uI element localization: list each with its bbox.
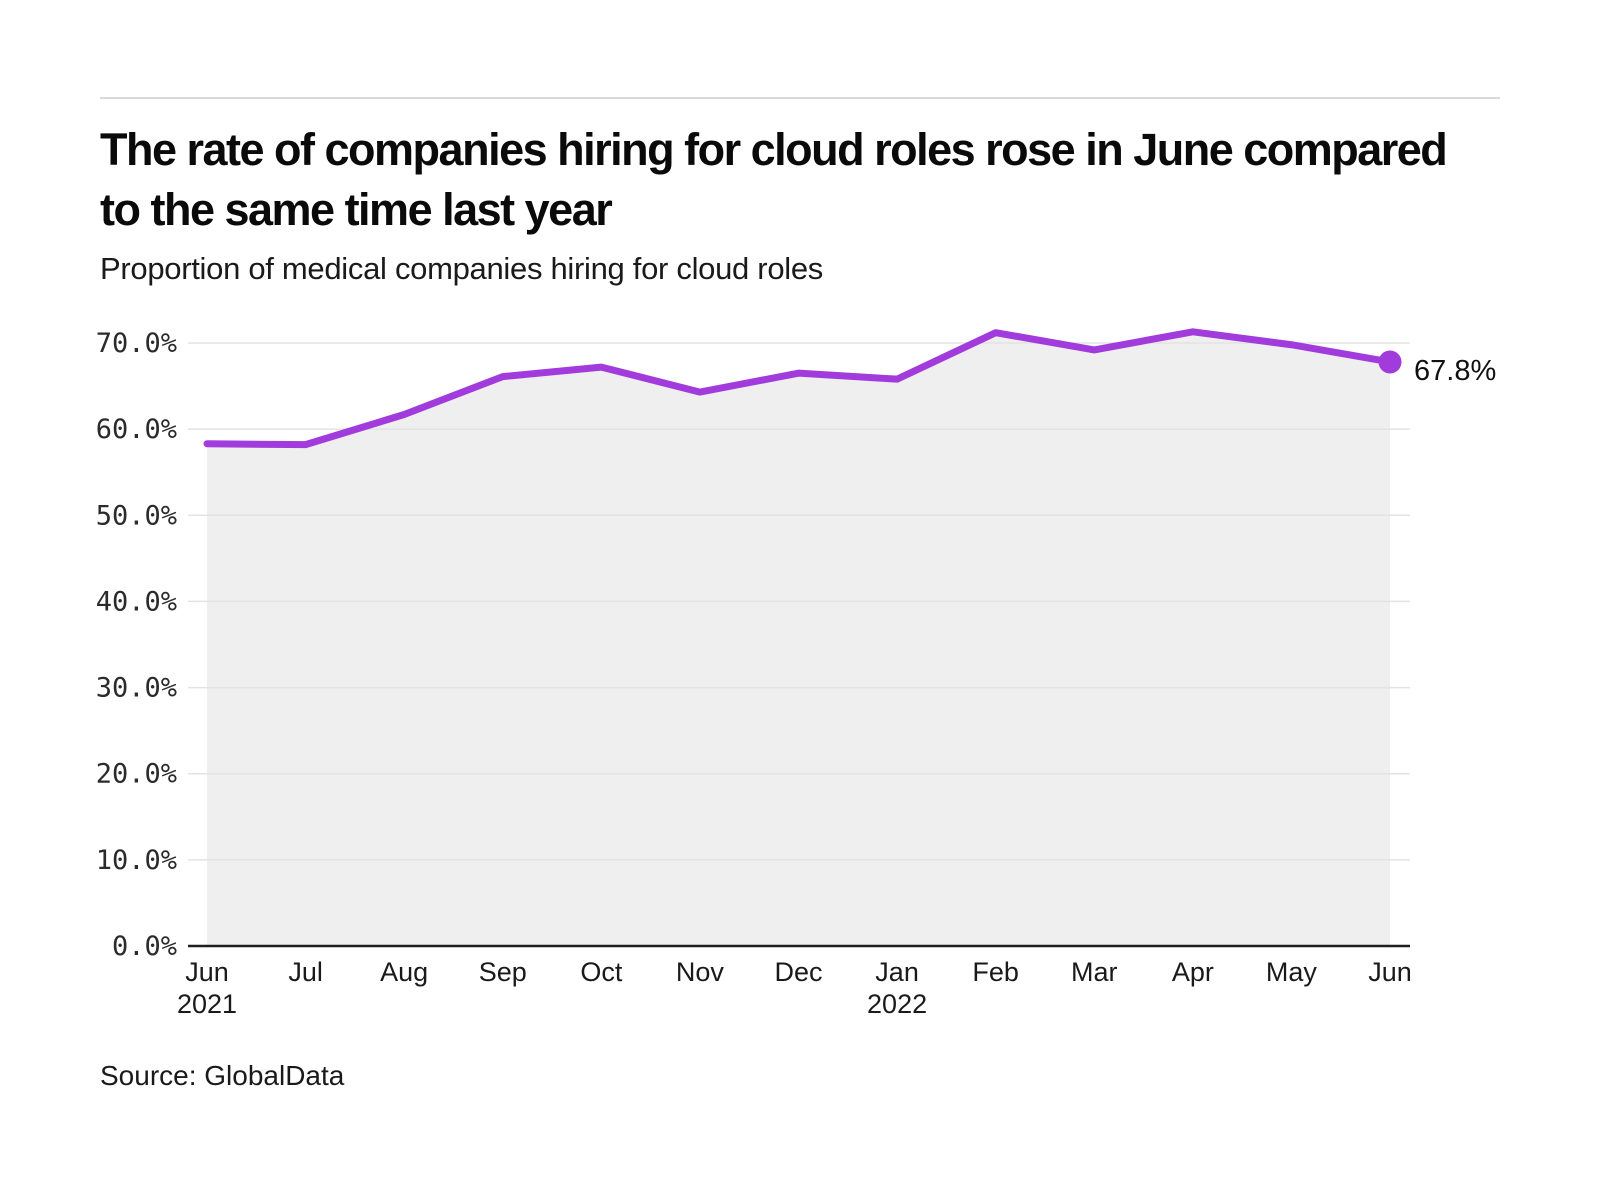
x-tick-label: Mar — [1071, 957, 1118, 987]
chart-title: The rate of companies hiring for cloud r… — [100, 124, 1448, 235]
x-tick-label: Jan — [875, 957, 919, 987]
x-tick-label: Jun — [1368, 957, 1412, 987]
source-label: Source: GlobalData — [100, 1060, 345, 1091]
x-year-label: 2022 — [867, 989, 927, 1019]
y-tick-label: 10.0% — [96, 845, 177, 876]
x-tick-label: May — [1266, 957, 1318, 987]
x-tick-label: Jul — [288, 957, 323, 987]
trend-line — [203, 328, 1394, 449]
x-tick-label: Apr — [1172, 957, 1214, 987]
y-tick-label: 30.0% — [96, 673, 177, 704]
y-tick-label: 0.0% — [112, 931, 177, 962]
x-tick-label: Feb — [972, 957, 1019, 987]
y-tick-label: 40.0% — [96, 586, 177, 617]
x-tick-label: Aug — [380, 957, 428, 987]
y-tick-label: 60.0% — [96, 414, 177, 445]
end-point-marker — [1378, 350, 1402, 374]
end-value-label: 67.8% — [1414, 355, 1496, 387]
x-year-label: 2021 — [177, 989, 237, 1019]
area-fill — [207, 331, 1390, 947]
top-divider-line — [100, 97, 1500, 99]
chart-subtitle: Proportion of medical companies hiring f… — [100, 251, 824, 286]
x-tick-label: Nov — [676, 957, 725, 987]
y-tick-label: 20.0% — [96, 759, 177, 790]
x-tick-label: Oct — [580, 957, 623, 987]
x-tick-label: Jun — [185, 957, 229, 987]
y-tick-label: 70.0% — [96, 328, 177, 359]
x-tick-label: Sep — [479, 957, 527, 987]
y-tick-label: 50.0% — [96, 500, 177, 531]
x-tick-label: Dec — [774, 957, 822, 987]
